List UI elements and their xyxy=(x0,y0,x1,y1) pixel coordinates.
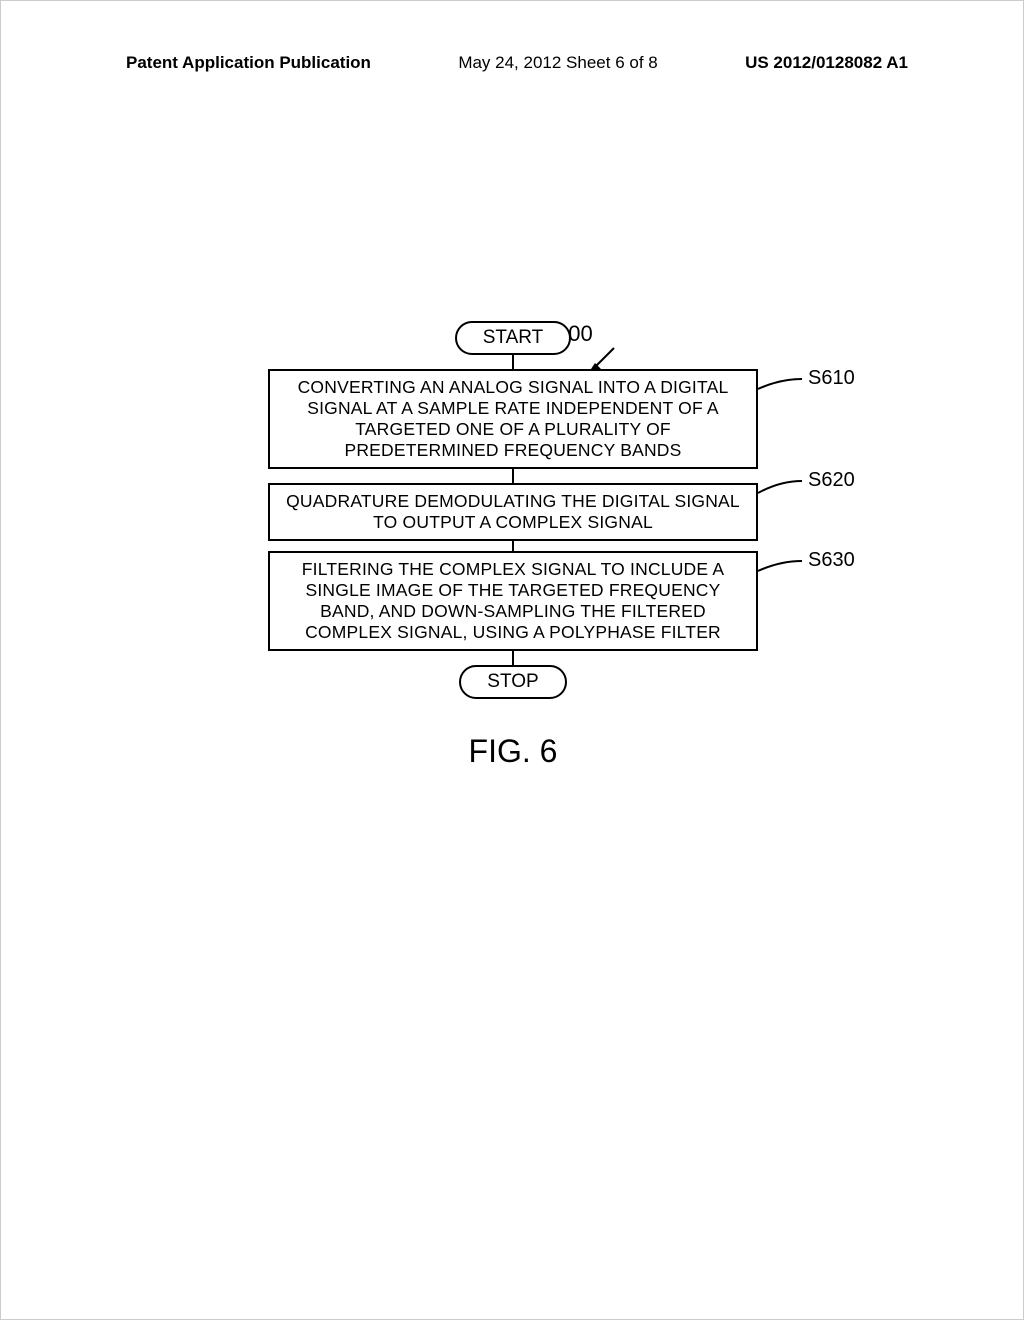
process-box: CONVERTING AN ANALOG SIGNAL INTO A DIGIT… xyxy=(268,369,758,469)
page: Patent Application Publication May 24, 2… xyxy=(0,0,1024,1320)
step-ref: S630 xyxy=(808,549,855,572)
connector xyxy=(512,651,514,665)
connector xyxy=(512,469,514,483)
step-1-row: CONVERTING AN ANALOG SIGNAL INTO A DIGIT… xyxy=(268,369,758,469)
leader-line-icon xyxy=(758,479,802,499)
page-header: Patent Application Publication May 24, 2… xyxy=(1,53,1023,73)
header-right: US 2012/0128082 A1 xyxy=(745,53,908,73)
step-3-row: FILTERING THE COMPLEX SIGNAL TO INCLUDE … xyxy=(268,551,758,651)
step-ref: S620 xyxy=(808,469,855,492)
leader-line-icon xyxy=(758,377,802,397)
flowchart: START CONVERTING AN ANALOG SIGNAL INTO A… xyxy=(1,321,1024,770)
connector xyxy=(512,541,514,551)
header-left: Patent Application Publication xyxy=(126,53,371,73)
step-ref: S610 xyxy=(808,367,855,390)
figure-caption: FIG. 6 xyxy=(469,733,558,770)
process-box: FILTERING THE COMPLEX SIGNAL TO INCLUDE … xyxy=(268,551,758,651)
process-box: QUADRATURE DEMODULATING THE DIGITAL SIGN… xyxy=(268,483,758,541)
terminator-start: START xyxy=(455,321,572,355)
step-2-row: QUADRATURE DEMODULATING THE DIGITAL SIGN… xyxy=(268,483,758,541)
connector xyxy=(512,355,514,369)
terminator-stop: STOP xyxy=(459,665,566,699)
header-mid: May 24, 2012 Sheet 6 of 8 xyxy=(458,53,657,73)
leader-line-icon xyxy=(758,559,802,579)
